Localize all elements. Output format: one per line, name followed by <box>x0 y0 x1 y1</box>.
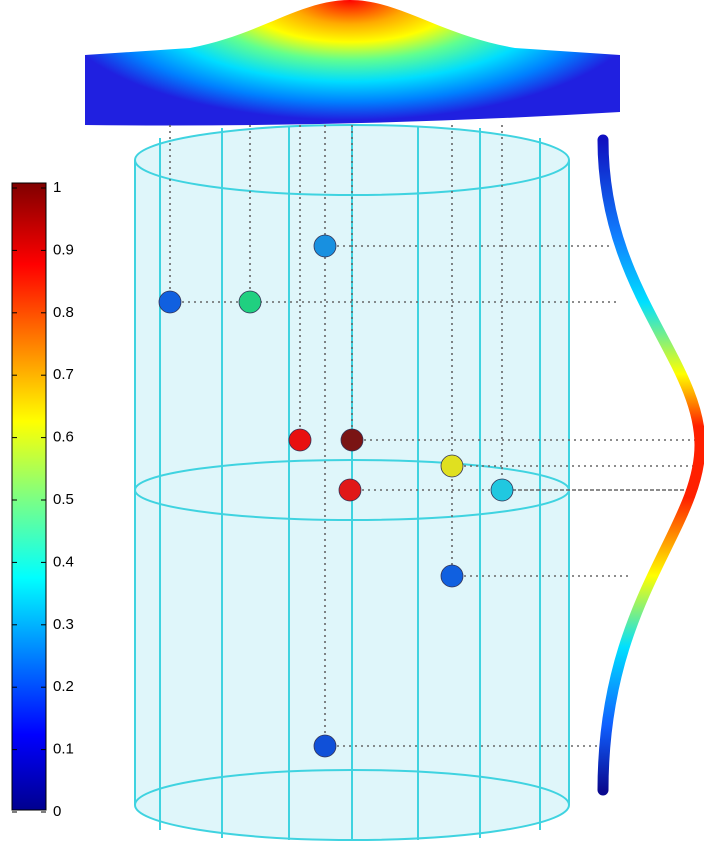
tick-label: 0.4 <box>53 553 74 570</box>
colorbar-ticks: 0 0.1 0.2 0.3 0.4 0.5 0.6 0.7 0.8 0.9 1 <box>12 179 74 820</box>
points <box>158 234 514 758</box>
profile-curve <box>597 134 704 796</box>
tick-label: 0.1 <box>53 741 74 758</box>
tick-label: 0.5 <box>53 491 74 508</box>
projection-surface <box>85 0 620 126</box>
projection-lines <box>169 125 700 747</box>
colorbar <box>11 182 47 811</box>
tick-label: 0.3 <box>53 616 74 633</box>
tick-label: 0.2 <box>53 678 74 695</box>
tick-label: 0 <box>53 803 61 820</box>
tick-label: 0.7 <box>53 366 74 383</box>
tick-label: 0.8 <box>53 304 74 321</box>
tick-label: 0.9 <box>53 241 74 258</box>
tick-label: 0.6 <box>53 429 74 446</box>
tick-label: 1 <box>53 179 61 196</box>
